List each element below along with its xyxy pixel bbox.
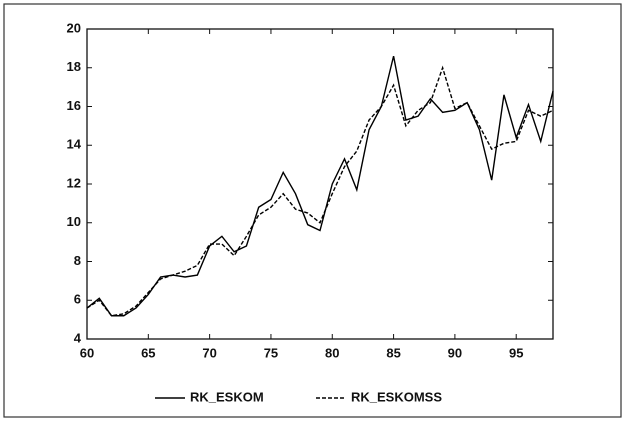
y-tick-label: 20 — [67, 20, 81, 35]
legend-label: RK_ESKOM — [190, 389, 264, 404]
x-tick-label: 60 — [80, 345, 94, 360]
legend-label: RK_ESKOMSS — [351, 389, 442, 404]
x-tick-label: 80 — [325, 345, 339, 360]
y-tick-label: 12 — [67, 175, 81, 190]
line-series — [86, 65, 554, 317]
y-tick-label: 14 — [67, 137, 82, 152]
plot-area — [86, 28, 554, 340]
frame — [3, 3, 622, 418]
line-series — [86, 55, 554, 317]
y-tick-label: 16 — [67, 98, 81, 113]
x-tick-label: 85 — [386, 345, 400, 360]
x-tick-label: 95 — [509, 345, 523, 360]
y-tick-label: 4 — [74, 330, 82, 345]
y-tick-label: 10 — [67, 214, 81, 229]
x-tick-label: 90 — [448, 345, 462, 360]
y-tick-label: 6 — [74, 292, 81, 307]
y-tick-label: 18 — [67, 59, 81, 74]
y-tick-label: 8 — [74, 253, 81, 268]
x-tick-label: 75 — [264, 345, 278, 360]
x-tick-label: 70 — [202, 345, 216, 360]
x-tick-label: 65 — [141, 345, 155, 360]
